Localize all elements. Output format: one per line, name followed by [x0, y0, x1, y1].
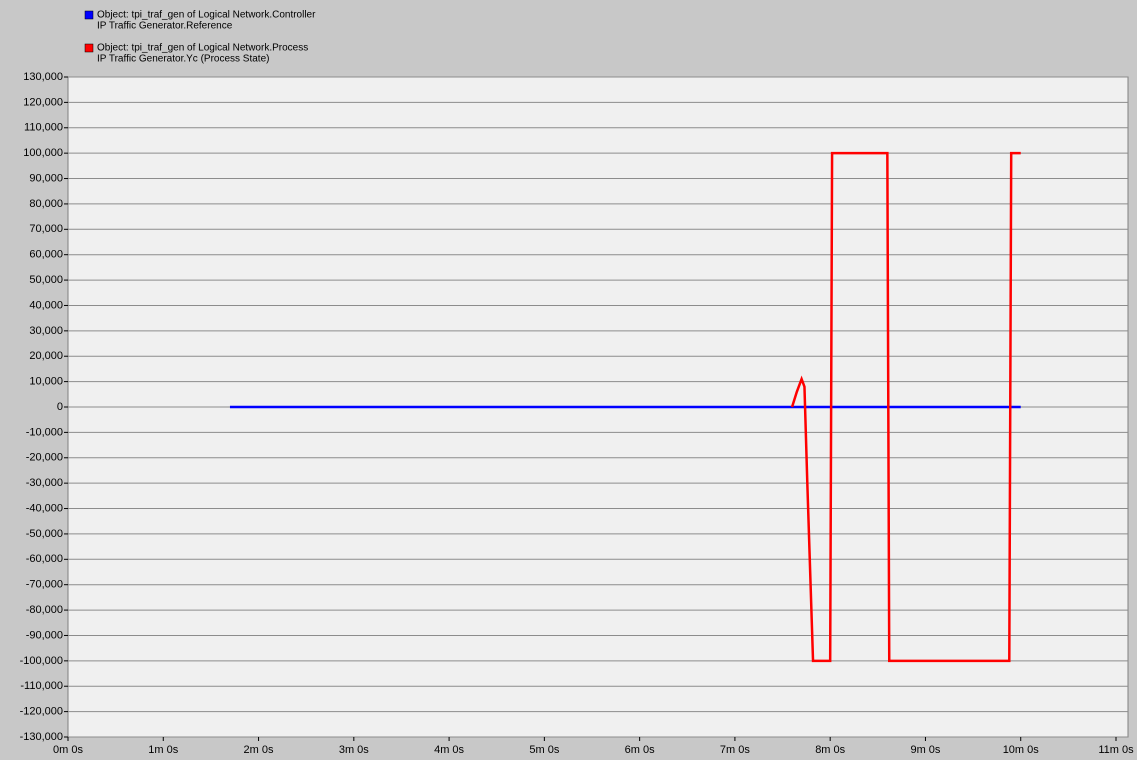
x-tick-label: 4m 0s — [434, 744, 464, 756]
x-tick-label: 6m 0s — [625, 744, 655, 756]
x-tick-label: 2m 0s — [244, 744, 274, 756]
x-tick-label: 5m 0s — [529, 744, 559, 756]
y-tick-label: -120,000 — [20, 706, 63, 718]
x-tick-label: 3m 0s — [339, 744, 369, 756]
y-tick-label: -60,000 — [26, 553, 63, 565]
legend-label: IP Traffic Generator.Yc (Process State) — [97, 54, 269, 65]
y-tick-label: 70,000 — [29, 223, 63, 235]
y-tick-label: 110,000 — [24, 122, 63, 134]
x-tick-label: 10m 0s — [1003, 744, 1040, 756]
y-tick-label: -50,000 — [26, 528, 63, 540]
x-tick-label: 9m 0s — [910, 744, 940, 756]
x-tick-label: 8m 0s — [815, 744, 845, 756]
y-tick-label: 60,000 — [29, 249, 63, 261]
legend-swatch — [84, 10, 94, 20]
legend-label: Object: tpi_traf_gen of Logical Network.… — [97, 43, 308, 54]
y-tick-label: 80,000 — [29, 198, 63, 210]
legend-label: IP Traffic Generator.Reference — [97, 21, 233, 32]
y-tick-label: 100,000 — [23, 147, 63, 159]
x-tick-label: 7m 0s — [720, 744, 750, 756]
x-tick-label: 11m 0s — [1098, 744, 1134, 756]
series-line — [790, 151, 1021, 663]
y-tick-label: -80,000 — [26, 604, 63, 616]
y-tick-label: -130,000 — [20, 731, 63, 743]
y-tick-label: -40,000 — [26, 502, 63, 514]
x-tick-label: 1m 0s — [148, 744, 178, 756]
legend-swatch — [84, 43, 94, 53]
y-tick-label: 10,000 — [29, 376, 63, 388]
y-tick-label: -20,000 — [26, 452, 63, 464]
y-tick-label: 40,000 — [29, 299, 63, 311]
y-tick-label: 20,000 — [29, 350, 63, 362]
y-tick-label: -110,000 — [20, 680, 63, 692]
y-tick-label: 130,000 — [23, 71, 63, 83]
y-tick-label: 30,000 — [29, 325, 63, 337]
y-tick-label: 90,000 — [29, 172, 63, 184]
y-tick-label: -30,000 — [26, 477, 63, 489]
x-tick-label: 0m 0s — [53, 744, 83, 756]
y-tick-label: -90,000 — [26, 629, 63, 641]
y-tick-label: 50,000 — [29, 274, 63, 286]
y-tick-label: -100,000 — [20, 655, 63, 667]
y-tick-label: -70,000 — [26, 579, 63, 591]
y-tick-label: 120,000 — [23, 96, 63, 108]
y-tick-label: 0 — [57, 401, 63, 413]
y-tick-label: -10,000 — [26, 426, 63, 438]
legend-label: Object: tpi_traf_gen of Logical Network.… — [97, 10, 316, 21]
